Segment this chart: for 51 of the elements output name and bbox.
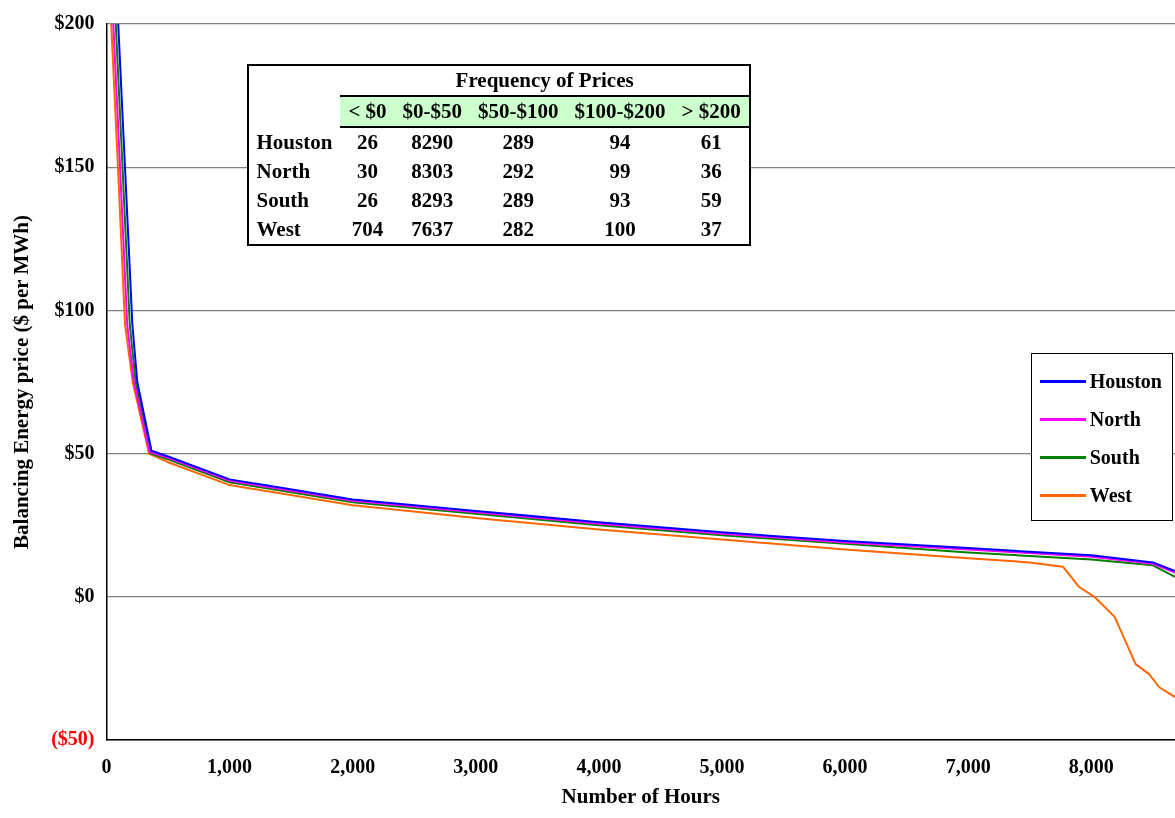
- annotation: 36: [699, 158, 723, 185]
- annotation: 289: [501, 187, 536, 214]
- annotation: Frequency of Prices: [454, 67, 635, 94]
- y-tick-label: $100: [54, 297, 95, 320]
- legend-label: West: [1089, 483, 1132, 507]
- annotation: 7637: [410, 216, 455, 243]
- x-tick-label: 2,000: [330, 755, 376, 778]
- legend-label: South: [1089, 445, 1140, 469]
- x-tick-label: 5,000: [699, 755, 745, 778]
- annotation: 30: [356, 158, 379, 185]
- annotation: 100: [603, 216, 637, 243]
- annotation: South: [255, 187, 311, 214]
- annotation: North: [255, 158, 312, 185]
- x-tick-label: 6,000: [822, 755, 868, 778]
- annotation: $100-$200: [566, 96, 674, 127]
- legend-label: North: [1089, 407, 1141, 431]
- y-tick-label: $150: [54, 154, 95, 177]
- annotation: 282: [501, 216, 536, 243]
- annotation: 8290: [410, 129, 455, 156]
- y-tick-label: ($50): [51, 727, 95, 751]
- y-axis-title: Balancing Energy price ($ per MWh): [9, 215, 34, 549]
- annotation: $50-$100: [470, 96, 567, 127]
- annotation: < $0: [340, 96, 395, 127]
- x-tick-label: 7,000: [945, 755, 991, 778]
- x-tick-label: 1,000: [207, 755, 253, 778]
- y-tick-label: $0: [74, 583, 95, 606]
- annotation: 26: [356, 187, 379, 214]
- annotation: 8303: [410, 158, 455, 185]
- annotation: 37: [699, 216, 723, 243]
- annotation: 59: [699, 187, 723, 214]
- annotation: 99: [608, 158, 632, 185]
- x-axis-title: Number of Hours: [561, 783, 720, 808]
- x-tick-label: 8,000: [1068, 755, 1114, 778]
- annotation: Houston: [255, 128, 334, 156]
- annotation: > $200: [673, 96, 750, 127]
- y-tick-label: $50: [64, 440, 95, 463]
- annotation: 93: [608, 187, 632, 214]
- annotation: $0-$50: [394, 96, 471, 127]
- annotation: 61: [699, 129, 723, 156]
- annotation: 8293: [410, 187, 455, 214]
- annotation: 26: [356, 129, 379, 156]
- annotation: 289: [501, 129, 536, 156]
- annotation: 292: [501, 158, 536, 185]
- legend-label: Houston: [1089, 369, 1162, 393]
- y-tick-label: $200: [54, 11, 95, 34]
- annotation: 94: [608, 129, 632, 156]
- annotation: West: [255, 216, 302, 243]
- x-tick-label: 4,000: [576, 755, 622, 778]
- x-tick-label: 0: [101, 755, 112, 778]
- x-tick-label: 3,000: [453, 755, 499, 778]
- annotation: 704: [350, 216, 385, 243]
